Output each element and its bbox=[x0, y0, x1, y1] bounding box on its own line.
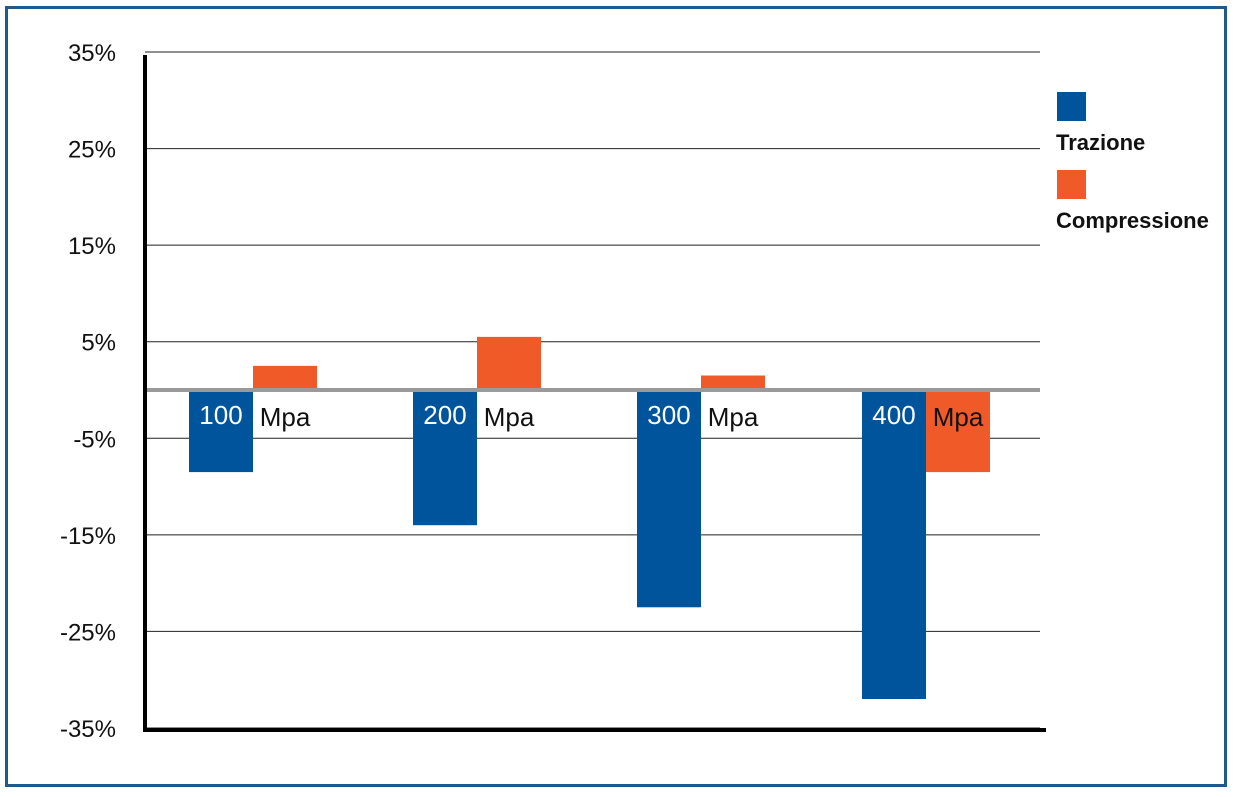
category-label: 400 bbox=[872, 400, 915, 430]
bar-trazione-200 bbox=[413, 390, 477, 526]
category-label: 100 bbox=[199, 400, 242, 430]
category-label: 300 bbox=[647, 400, 690, 430]
category-labels: 100 Mpa 200 Mpa 300 Mpa 400 Mpa bbox=[199, 400, 984, 432]
bar-compressione-300 bbox=[701, 375, 765, 390]
bar-trazione-400 bbox=[862, 390, 926, 700]
y-tick-label: -5% bbox=[73, 426, 116, 453]
y-axis-tick-labels: 35% 25% 15% 5% -5% -15% -25% -35% bbox=[60, 40, 116, 743]
category-unit-label: Mpa bbox=[260, 402, 311, 432]
y-tick-label: 25% bbox=[68, 137, 116, 164]
category-unit-label: Mpa bbox=[484, 402, 535, 432]
category-unit-label: Mpa bbox=[708, 402, 759, 432]
bar-trazione-300 bbox=[637, 390, 701, 608]
y-tick-label: -25% bbox=[60, 619, 116, 646]
y-tick-label: 15% bbox=[68, 233, 116, 260]
bar-trazione-100 bbox=[189, 390, 253, 473]
bars bbox=[189, 336, 990, 700]
bar-compressione-100 bbox=[253, 365, 317, 390]
legend-label-trazione: Trazione bbox=[1056, 130, 1145, 155]
y-tick-label: -35% bbox=[60, 716, 116, 743]
category-label: 200 bbox=[423, 400, 466, 430]
y-tick-label: -15% bbox=[60, 523, 116, 550]
bar-compressione-400 bbox=[926, 390, 990, 473]
legend-swatch-compressione bbox=[1057, 170, 1086, 199]
y-tick-label: 35% bbox=[68, 40, 116, 67]
y-tick-label: 5% bbox=[81, 330, 116, 357]
axes bbox=[143, 55, 1046, 732]
legend: Trazione Compressione bbox=[1056, 92, 1209, 233]
category-unit-label: Mpa bbox=[933, 402, 984, 432]
legend-label-compressione: Compressione bbox=[1056, 208, 1209, 233]
legend-swatch-trazione bbox=[1057, 92, 1086, 121]
bar-compressione-200 bbox=[477, 336, 541, 390]
